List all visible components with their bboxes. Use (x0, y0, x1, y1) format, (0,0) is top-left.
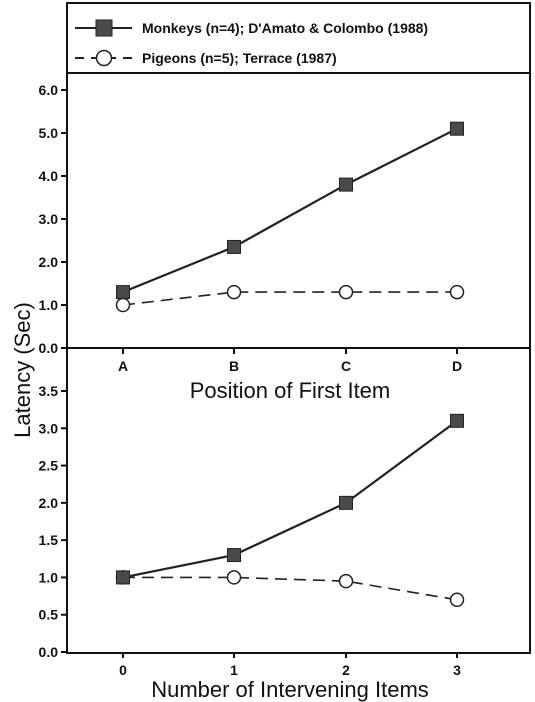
bottom-x-tick-label: 3 (453, 662, 461, 678)
top-monkeys-point (450, 121, 464, 136)
bottom-pigeons-line (123, 576, 458, 601)
bottom-pigeons-point (226, 570, 242, 585)
bottom-y-tick-label: 2.0 (39, 495, 59, 511)
bottom-x-axis-title: Number of Intervening Items (151, 677, 429, 702)
legend-pigeons-label: Pigeons (n=5); Terrace (1987) (142, 50, 337, 66)
top-x-tick-label: A (118, 358, 128, 374)
top-y-tick-label: 3.0 (39, 211, 59, 227)
bottom-y-tick-label: 2.5 (39, 458, 59, 474)
top-y-tick-label: 5.0 (39, 125, 59, 141)
top-pigeons-point (449, 284, 465, 300)
top-y-tick-label: 6.0 (39, 82, 59, 98)
top-monkeys-point (227, 239, 241, 254)
bottom-monkeys-point (116, 570, 130, 585)
top-pigeons-line (122, 291, 457, 306)
bottom-monkeys-point (450, 413, 464, 428)
top-pigeons-point (226, 284, 242, 300)
bottom-x-tick-label: 0 (119, 662, 127, 678)
bottom-y-tick-label: 3.0 (39, 420, 59, 436)
bottom-monkeys-line (122, 419, 458, 579)
top-monkeys-point (116, 285, 130, 300)
top-y-tick-label: 2.0 (39, 254, 59, 270)
legend-monkeys-label: Monkeys (n=4); D'Amato & Colombo (1988) (142, 20, 428, 36)
plot-frame (66, 2, 531, 654)
top-y-tick-label: 0.0 (39, 340, 59, 356)
top-y-tick-label: 4.0 (39, 168, 59, 184)
legend-monkeys-marker (95, 19, 113, 37)
bottom-pigeons-point (338, 573, 354, 589)
bottom-y-tick-label: 1.0 (39, 569, 59, 585)
top-monkeys-line (122, 127, 458, 294)
bottom-x-tick-label: 2 (342, 662, 350, 678)
top-panel: 0.0 1.0 2.0 3.0 4.0 5.0 6.0 A B C D Position of Fi… (39, 82, 465, 403)
top-pigeons-point (115, 297, 131, 313)
top-monkeys-point (339, 177, 353, 192)
bottom-x-tick-label: 1 (230, 662, 238, 678)
bottom-y-tick-label: 1.5 (39, 532, 59, 548)
top-x-axis-title: Position of First Item (190, 378, 391, 403)
bottom-panel: 0.0 0.5 1.0 1.5 2.0 2.5 3.0 3.5 0 1 2 3 Number of I… (39, 383, 465, 702)
bottom-monkeys-point (227, 548, 241, 563)
bottom-monkeys-point (339, 495, 353, 510)
top-x-tick-label: C (341, 358, 351, 374)
bottom-y-tick-label: 3.5 (39, 383, 59, 399)
top-x-tick-label: B (229, 358, 239, 374)
legend-box (66, 2, 531, 74)
legend: Monkeys (n=4); D'Amato & Colombo (1988) … (66, 2, 531, 74)
legend-pigeons-marker (95, 49, 113, 67)
y-axis-title: Latency (Sec) (10, 302, 35, 438)
bottom-y-tick-label: 0.0 (39, 644, 59, 660)
top-y-tick-label: 1.0 (39, 297, 59, 313)
bottom-y-tick-label: 0.5 (39, 607, 59, 623)
bottom-pigeons-point (449, 592, 465, 608)
top-pigeons-point (338, 284, 354, 300)
top-x-tick-label: D (452, 358, 462, 374)
